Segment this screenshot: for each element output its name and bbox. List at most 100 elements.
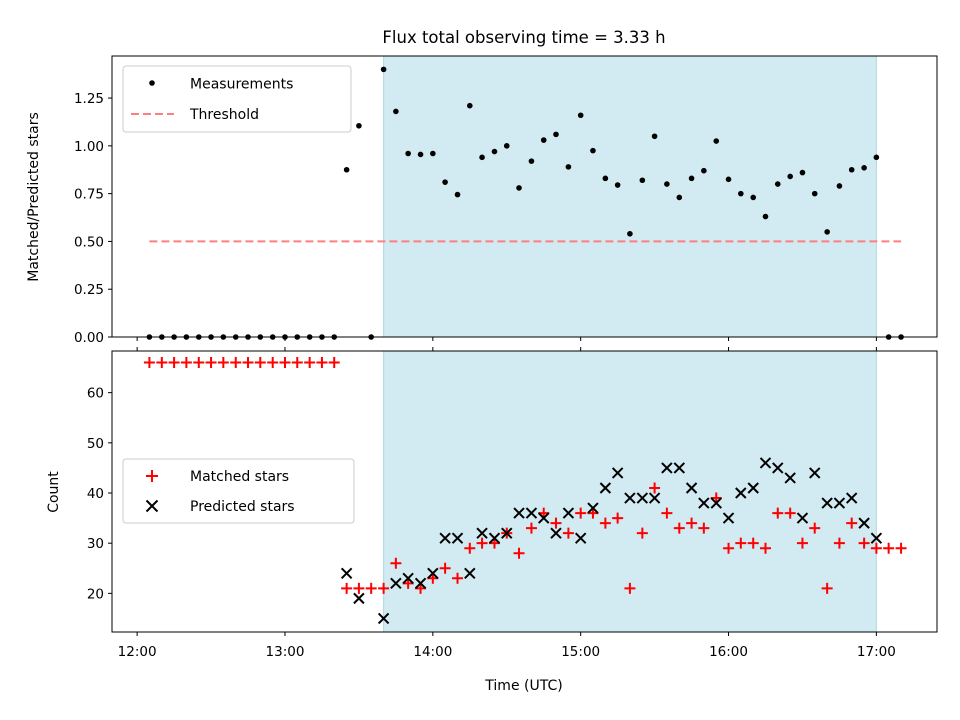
matched-stars-point [723,542,735,554]
legend-marker-matched [146,470,158,482]
matched-stars-point [575,507,587,519]
measurements-point [762,213,769,220]
x-tick-label: 17:00 [857,644,896,660]
counts-frame [111,350,938,633]
matched-stars-point [205,357,217,369]
matched-stars-point [156,357,168,369]
x-tick-label: 15:00 [561,644,600,660]
matched-stars-point [328,357,340,369]
predicted-stars-point [439,532,451,544]
matched-stars-point [279,357,291,369]
counts-y-axis-label: Count [46,471,62,513]
measurements-point [466,102,473,109]
predicted-stars-point [488,532,501,544]
predicted-stars-point [611,467,624,479]
matched-stars-point [747,537,759,549]
predicted-stars-point [513,507,525,519]
matched-stars-point [439,562,451,574]
ratio-legend-box [122,65,352,133]
matched-stars-point [809,522,821,534]
matched-stars-point [661,507,673,519]
measurements-point [602,175,609,182]
matched-stars-point [230,357,242,369]
matched-stars-point [562,527,574,539]
measurements-point [528,158,535,164]
predicted-stars-point [427,567,439,579]
matched-stars-point [673,522,685,534]
matched-stars-point [698,522,710,534]
predicted-stars-point [353,592,365,605]
measurements-point [787,173,793,180]
matched-stars-point [870,542,882,554]
matched-stars-point [378,582,390,594]
measurements-point [774,181,781,187]
predicted-stars-point [390,577,402,590]
predicted-stars-point [414,577,427,590]
measurements-point [565,164,572,170]
predicted-stars-point [340,567,353,579]
measurements-point [738,190,744,197]
counts-y-tick-label: 20 [87,586,104,602]
ratio-y-axis-label: Matched/Predicted stars [26,112,42,282]
predicted-stars-point [538,512,550,524]
measurements-point [836,183,843,189]
measurements-point [725,176,732,183]
matched-stars-point [217,357,229,369]
matched-stars-point [291,357,303,369]
predicted-stars-point [377,612,390,625]
matched-stars-point [759,542,771,554]
counts-legend-box [122,458,355,524]
matched-stars-point [796,537,808,549]
legend-marker-predicted [145,499,159,513]
predicted-stars-point [845,492,858,504]
chart-title: Flux total observing time = 3.33 h [382,28,665,47]
predicted-stars-point [796,512,809,524]
predicted-stars-point [574,532,587,544]
predicted-stars-point [562,507,575,519]
measurements-point [405,150,411,157]
predicted-stars-point [550,527,562,539]
predicted-stars-point [476,527,488,539]
legend-label-matched: Matched stars [190,469,289,485]
measurements-point [627,230,633,237]
predicted-stars-point [673,462,686,474]
matched-stars-point [464,542,476,554]
predicted-stars-point [858,517,870,529]
predicted-stars-point [809,467,821,479]
matched-stars-point [180,357,192,369]
matched-stars-point [846,517,858,529]
predicted-stars-point [501,527,513,539]
measurements-point [417,151,424,158]
measurements-point [811,190,818,197]
legend-label-predicted: Predicted stars [190,499,295,515]
matched-stars-point [525,522,537,534]
matched-stars-point [649,482,661,494]
matched-stars-point [624,582,636,594]
predicted-stars-point [648,492,661,504]
ratio-y-tick-label: 0.75 [74,187,104,203]
predicted-stars-point [759,457,772,469]
measurements-point [454,191,461,198]
counts-y-tick-label: 60 [87,386,104,402]
measurements-point [873,154,880,161]
matched-stars-point [833,537,845,549]
matched-stars-point [476,537,488,549]
matched-stars-point [353,582,365,594]
ratio-y-tick-label: 1.25 [74,91,104,107]
measurements-point [590,147,596,154]
matched-stars-point [452,572,464,584]
x-tick-label: 12:00 [118,644,157,660]
matched-stars-point [365,582,377,594]
matched-stars-point [550,517,562,529]
counts-y-tick-label: 40 [87,486,104,502]
measurements-point [664,181,670,187]
predicted-stars-point [636,492,649,504]
predicted-stars-point [451,532,464,544]
predicted-stars-point [747,482,759,494]
measurements-point [688,175,695,182]
predicted-stars-point [525,507,538,519]
x-tick-label: 16:00 [709,644,748,660]
ratio-legend: Measurements Threshold [122,65,352,133]
measurements-point [577,112,584,119]
